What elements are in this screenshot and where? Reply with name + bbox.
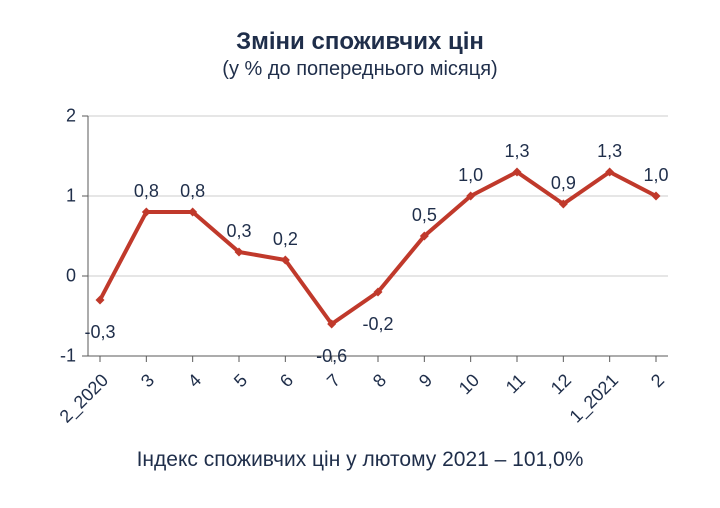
data-label: 1,3 (504, 141, 529, 162)
y-tick-label: 0 (66, 266, 76, 287)
x-tick-label: 4 (184, 370, 206, 392)
x-tick-label: 1_2021 (565, 370, 622, 427)
data-label: 0,2 (273, 229, 298, 250)
data-label: 0,3 (226, 221, 251, 242)
y-tick-label: 2 (66, 106, 76, 127)
data-label: 0,5 (412, 205, 437, 226)
x-tick-label: 2_2020 (56, 370, 113, 427)
x-tick-label: 7 (323, 370, 345, 392)
x-tick-label: 11 (502, 370, 530, 398)
data-label: 0,8 (180, 181, 205, 202)
chart-subtitle: (у % до попереднього місяця) (0, 58, 720, 81)
chart-title: Зміни споживчих цін (0, 28, 720, 56)
x-tick-label: 2 (647, 370, 669, 392)
x-tick-label: 6 (276, 370, 298, 392)
data-label: 0,8 (134, 181, 159, 202)
data-label: -0,2 (362, 314, 393, 335)
data-label: 0,9 (551, 173, 576, 194)
y-tick-label: 1 (66, 186, 76, 207)
data-label: 1,3 (597, 141, 622, 162)
y-tick-label: -1 (60, 346, 76, 367)
cpi-line-chart: Зміни споживчих цін (у % до попереднього… (0, 0, 720, 508)
x-tick-label: 10 (454, 370, 483, 399)
data-label: -0,3 (84, 322, 115, 343)
data-label: 1,0 (643, 165, 668, 186)
x-tick-label: 12 (547, 370, 576, 399)
chart-caption: Індекс споживчих цін у лютому 2021 – 101… (0, 448, 720, 472)
x-tick-label: 9 (415, 370, 437, 392)
x-tick-label: 5 (230, 370, 252, 392)
x-tick-label: 8 (369, 370, 391, 392)
data-label: -0,6 (316, 346, 347, 367)
data-label: 1,0 (458, 165, 483, 186)
x-tick-label: 3 (137, 370, 159, 392)
